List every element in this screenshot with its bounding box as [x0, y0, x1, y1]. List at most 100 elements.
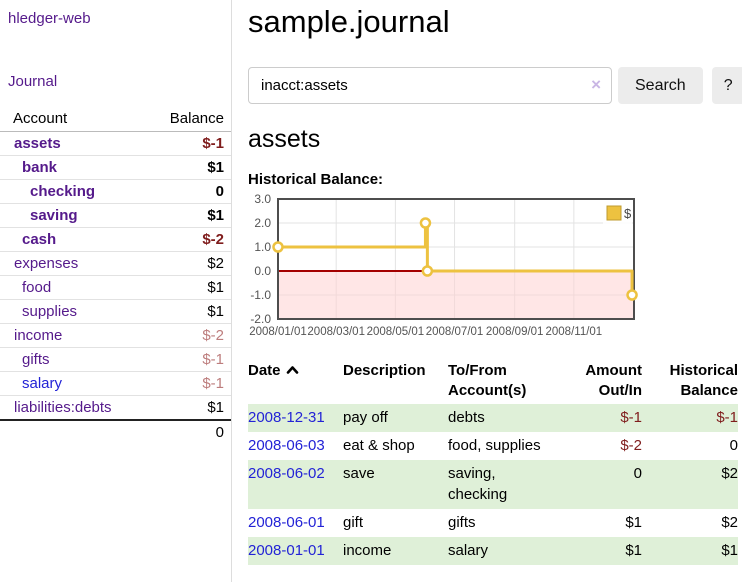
account-row: cash $-2	[0, 227, 231, 252]
sidebar-account-link[interactable]: expenses	[14, 255, 79, 272]
sidebar-account-balance: $-2	[149, 323, 231, 348]
register-balance: $-1	[716, 409, 738, 426]
account-heading: assets	[248, 125, 321, 153]
sidebar-account-link[interactable]: income	[14, 327, 63, 344]
sidebar-account-link[interactable]: liabilities:debts	[14, 399, 112, 416]
data-point-marker	[421, 265, 434, 277]
y-tick-label: 2.0	[254, 216, 271, 230]
legend-label: $	[624, 206, 632, 221]
sidebar-account-link[interactable]: assets	[14, 135, 61, 152]
x-tick-label: 2008/05/01	[367, 326, 425, 338]
register-table: Date Description To/From Account(s) Amou…	[248, 359, 738, 565]
register-accounts: saving, checking	[448, 465, 508, 503]
register-row: 2008-06-02 save saving, checking 0 $2	[248, 460, 738, 509]
register-description: income	[343, 542, 392, 559]
register-accounts: food, supplies	[448, 437, 541, 454]
sidebar-account-balance: $-1	[202, 135, 224, 152]
sidebar-account-link[interactable]: supplies	[22, 303, 78, 320]
x-tick-label: 2008/07/01	[426, 326, 484, 338]
sidebar-account-link[interactable]: salary	[22, 375, 63, 392]
register-date-link[interactable]: 2008-06-03	[248, 437, 325, 454]
account-row: supplies $1	[0, 299, 231, 324]
sidebar-account-balance: $-1	[149, 347, 231, 372]
search-form: × Search ?	[248, 67, 742, 104]
register-balance: $1	[721, 542, 738, 559]
register-col-amount-line1: Amount	[585, 362, 642, 379]
register-accounts: salary	[448, 542, 489, 559]
register-balance: 0	[729, 437, 738, 454]
register-date-link[interactable]: 2008-12-31	[248, 409, 325, 426]
register-col-balance-line2: Balance	[680, 382, 738, 399]
sort-ascending-icon	[286, 366, 298, 374]
chart-title: Historical Balance:	[248, 171, 384, 188]
clear-search-icon[interactable]: ×	[591, 75, 601, 94]
y-tick-label: 0.0	[254, 264, 271, 278]
register-col-accounts-line1: To/From	[448, 362, 507, 379]
account-row: assets $-1	[0, 132, 231, 156]
sidebar-account-balance: $1	[149, 299, 231, 324]
accounts-col-account: Account	[0, 107, 150, 132]
sidebar-account-balance: $1	[149, 275, 231, 300]
register-row: 2008-06-03 eat & shop food, supplies $-2 0	[248, 432, 738, 460]
account-row: liabilities:debts $1	[0, 395, 231, 420]
sidebar-account-balance: 0	[149, 179, 231, 204]
register-description: eat & shop	[343, 437, 415, 454]
data-point-marker	[419, 217, 432, 229]
account-row: gifts $-1	[0, 347, 231, 372]
register-accounts: debts	[448, 409, 485, 426]
register-col-accounts-line2: Account(s)	[448, 382, 527, 399]
account-row: food $1	[0, 275, 231, 300]
accounts-total-balance: 0	[149, 419, 231, 444]
y-tick-label: 3.0	[254, 192, 271, 206]
account-row: saving $1	[0, 203, 231, 228]
accounts-table: Account Balance assets $-1 bank $1 checking 0…	[0, 107, 231, 444]
sidebar: hledger-web Journal Account Balance asse…	[0, 0, 232, 582]
search-input[interactable]	[248, 67, 612, 104]
register-amount: $1	[625, 542, 642, 559]
page-title: sample.journal	[248, 4, 450, 39]
register-row: 2008-06-01 gift gifts $1 $2	[248, 509, 738, 537]
sidebar-account-balance: $2	[149, 251, 231, 276]
account-row: checking 0	[0, 179, 231, 204]
data-point-marker	[626, 289, 638, 301]
register-date-link[interactable]: 2008-06-01	[248, 514, 325, 531]
register-col-date[interactable]: Date	[248, 359, 343, 404]
account-row: salary $-1	[0, 371, 231, 396]
brand-link[interactable]: hledger-web	[8, 10, 91, 27]
register-date-link[interactable]: 2008-06-02	[248, 465, 325, 482]
register-description: gift	[343, 514, 364, 531]
account-row: expenses $2	[0, 251, 231, 276]
register-accounts: gifts	[448, 514, 476, 531]
register-date-link[interactable]: 2008-01-01	[248, 542, 325, 559]
register-row: 2008-01-01 income salary $1 $1	[248, 537, 738, 565]
y-tick-label: 1.0	[254, 240, 271, 254]
sidebar-account-link[interactable]: gifts	[22, 351, 50, 368]
data-point-marker	[272, 241, 284, 253]
register-amount: $1	[625, 514, 642, 531]
register-col-amount: Amount Out/In	[560, 359, 642, 404]
register-balance: $2	[721, 465, 738, 482]
account-row: bank $1	[0, 155, 231, 180]
register-col-date-label: Date	[248, 362, 281, 379]
search-button[interactable]: Search	[618, 67, 703, 104]
help-button[interactable]: ?	[711, 67, 742, 104]
sidebar-item-journal[interactable]: Journal	[8, 73, 58, 90]
sidebar-account-balance: $1	[149, 155, 231, 180]
sidebar-account-link[interactable]: food	[22, 279, 52, 296]
accounts-table-header: Account Balance	[0, 107, 231, 132]
sidebar-account-link[interactable]: bank	[22, 159, 58, 176]
register-col-amount-line2: Out/In	[598, 382, 642, 399]
x-tick-label: 2008/01/01	[249, 326, 307, 338]
negative-region	[278, 271, 634, 319]
sidebar-account-link[interactable]: checking	[30, 183, 96, 200]
register-table-header: Date Description To/From Account(s) Amou…	[248, 359, 738, 404]
sidebar-account-link[interactable]: saving	[30, 207, 78, 224]
register-description: save	[343, 465, 375, 482]
sidebar-account-link[interactable]: cash	[22, 231, 57, 248]
legend-swatch	[606, 205, 622, 221]
register-amount: $-1	[620, 409, 642, 426]
register-col-balance-line1: Historical	[669, 362, 738, 379]
account-row: income $-2	[0, 323, 231, 348]
